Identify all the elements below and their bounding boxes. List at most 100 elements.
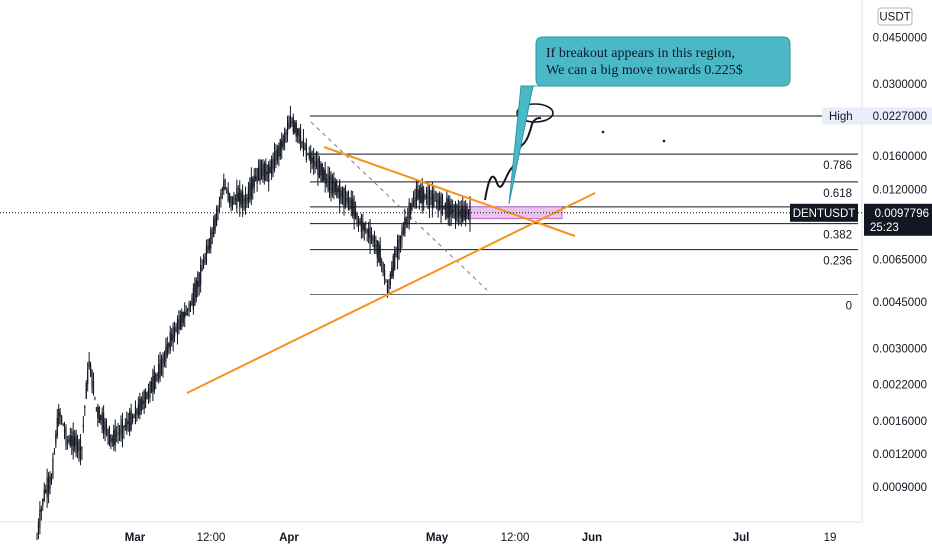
callout-bubble <box>508 36 791 205</box>
candle-body <box>314 161 316 166</box>
candle-body <box>275 150 277 165</box>
candle-body <box>163 354 166 364</box>
candle-body <box>242 191 244 208</box>
candle-body <box>415 186 418 208</box>
candle-body <box>52 457 54 477</box>
candle-body <box>220 192 222 200</box>
candle-body <box>257 166 260 181</box>
candle-body <box>159 359 161 378</box>
candle-body <box>430 198 432 200</box>
candle-body <box>265 163 267 181</box>
candle-body <box>438 197 441 209</box>
candle-body <box>344 189 347 208</box>
candle-body <box>233 195 235 205</box>
candle-body <box>312 157 315 168</box>
candle-body <box>130 410 132 430</box>
callout-line-1: If breakout appears in this region, <box>546 46 735 61</box>
y-tick-label: 0.0450000 <box>873 32 927 44</box>
candle-body <box>46 477 48 498</box>
candle-body <box>108 426 111 445</box>
candle-body <box>107 429 109 436</box>
candle-body <box>200 264 202 285</box>
candle-body <box>269 166 271 174</box>
candle-body <box>205 245 208 264</box>
candle-body <box>55 433 57 445</box>
candle-body <box>150 381 153 393</box>
candle-body <box>447 198 449 218</box>
x-tick-label: Jun <box>582 532 602 544</box>
candle-body <box>58 408 60 425</box>
candle-body <box>405 218 407 225</box>
candle-body <box>50 475 53 483</box>
last-price-badge: DENTUSDT 0.0097796 25:23 <box>790 203 932 236</box>
candle-body <box>204 256 206 262</box>
candle-body <box>457 207 460 219</box>
candle-body <box>37 522 40 534</box>
x-tick-label: Mar <box>125 532 146 544</box>
candle-body <box>197 280 199 288</box>
candle-body <box>388 285 390 288</box>
candle-body <box>337 188 339 193</box>
fib-level-label: 0.786 <box>823 160 852 172</box>
candle-body <box>142 400 144 404</box>
candle-body <box>59 412 61 417</box>
candle-body <box>398 235 400 253</box>
candle-body <box>226 191 228 193</box>
candle-body <box>434 200 436 202</box>
x-axis-ticks: Mar 12:00 Apr May 12:00 Jun Jul 19 <box>125 532 837 544</box>
candle-body <box>61 416 63 423</box>
candle-body <box>188 303 190 312</box>
candle-body <box>218 201 221 204</box>
candle-body <box>462 205 464 223</box>
candle-body <box>69 435 71 447</box>
candle-body <box>266 171 268 175</box>
candle-body <box>347 191 349 209</box>
candle-body <box>236 187 238 209</box>
candle-body <box>192 288 195 310</box>
candle-body <box>76 438 79 451</box>
candle-body <box>282 136 284 147</box>
candle-body <box>272 158 274 169</box>
candle-body <box>145 392 147 403</box>
bar-countdown: 25:23 <box>870 222 899 234</box>
candle-body <box>65 427 67 446</box>
candle-body <box>47 476 50 493</box>
candle-body <box>131 415 134 423</box>
candle-body <box>208 239 210 251</box>
candle-body <box>100 415 102 421</box>
candle-body <box>273 151 276 171</box>
candle-body <box>385 281 387 283</box>
candle-body <box>297 128 299 136</box>
candle-body <box>202 260 205 269</box>
candle-body <box>424 195 426 198</box>
fib-level-label: 0.382 <box>823 230 852 242</box>
candle-body <box>179 314 181 330</box>
candle-body <box>343 187 345 207</box>
candle-body <box>137 403 139 416</box>
candle-body <box>437 193 439 212</box>
candle-body <box>113 429 115 447</box>
candle-body <box>450 204 452 216</box>
candle-body <box>63 428 66 433</box>
candle-body <box>45 489 47 493</box>
candle-body <box>230 196 232 208</box>
projected-path <box>484 117 542 201</box>
candle-body <box>94 397 96 399</box>
currency-label: USDT <box>879 12 910 24</box>
candle-body <box>252 178 254 190</box>
candle-body <box>210 229 212 249</box>
candle-body <box>155 374 157 382</box>
candle-body <box>191 298 193 305</box>
candle-body <box>425 195 428 199</box>
candle-body <box>368 228 370 238</box>
resistance-trendline <box>323 146 576 237</box>
candle-body <box>207 246 209 254</box>
candle-body <box>466 212 468 215</box>
candle-body <box>84 406 86 408</box>
candle-body <box>140 397 142 412</box>
candle-body <box>378 242 380 262</box>
candle-body <box>110 434 112 443</box>
candle-body <box>104 421 106 432</box>
candle-body <box>82 424 84 427</box>
candle-body <box>168 343 170 347</box>
